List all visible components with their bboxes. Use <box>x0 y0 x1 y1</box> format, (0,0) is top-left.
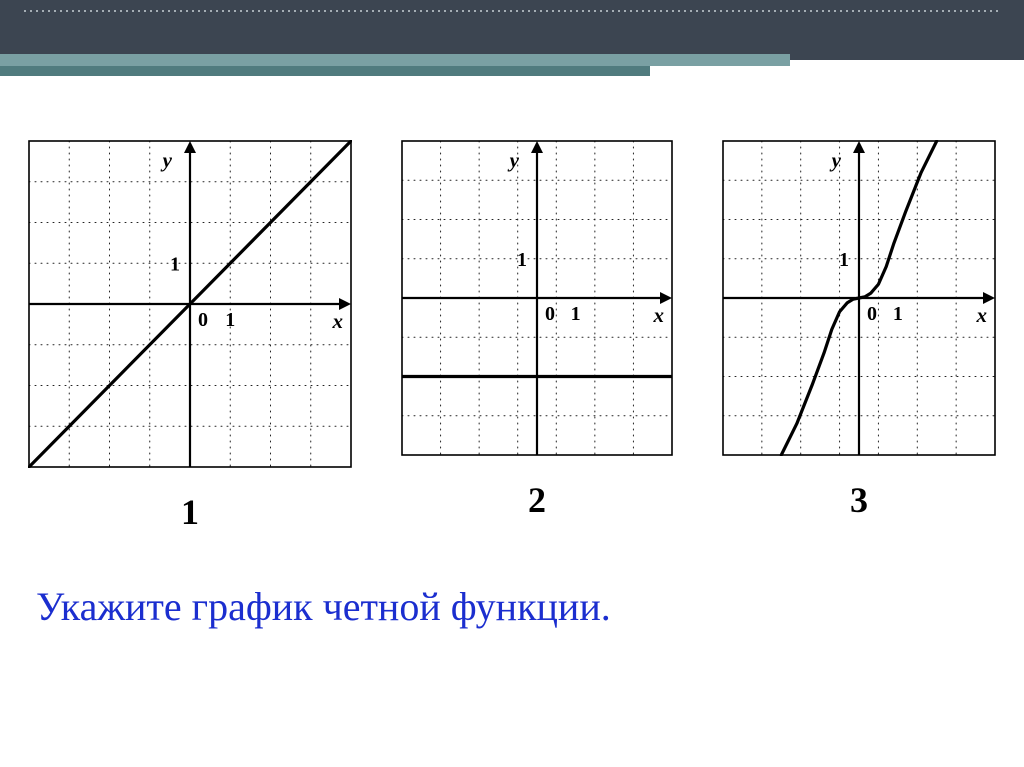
decor-strip-short <box>0 66 650 76</box>
chart-block-2: yx011 2 <box>401 140 673 521</box>
svg-text:1: 1 <box>839 249 849 271</box>
chart-block-1: yx011 1 <box>28 140 352 533</box>
svg-text:1: 1 <box>893 303 903 325</box>
svg-text:0: 0 <box>545 303 555 325</box>
decor-strip <box>0 54 1024 80</box>
svg-text:0: 0 <box>867 303 877 325</box>
top-bar-dots <box>22 10 1002 12</box>
svg-text:x: x <box>653 303 665 327</box>
slide-top-bar <box>0 0 1024 60</box>
chart-svg-1: yx011 <box>28 140 352 468</box>
svg-text:1: 1 <box>517 249 527 271</box>
chart-block-3: yx011 3 <box>722 140 996 521</box>
svg-text:1: 1 <box>571 303 581 325</box>
svg-text:0: 0 <box>198 309 208 331</box>
decor-strip-long <box>0 54 790 66</box>
svg-text:1: 1 <box>170 253 180 275</box>
svg-text:x: x <box>976 303 988 327</box>
svg-text:1: 1 <box>225 309 235 331</box>
chart-label-1: 1 <box>28 491 352 533</box>
question-text: Укажите график четной функции. <box>0 533 1024 630</box>
charts-row: yx011 1 yx011 2 yx011 3 <box>0 80 1024 533</box>
svg-text:x: x <box>332 309 344 333</box>
chart-label-2: 2 <box>401 479 673 521</box>
chart-svg-3: yx011 <box>722 140 996 456</box>
chart-label-3: 3 <box>722 479 996 521</box>
chart-svg-2: yx011 <box>401 140 673 456</box>
